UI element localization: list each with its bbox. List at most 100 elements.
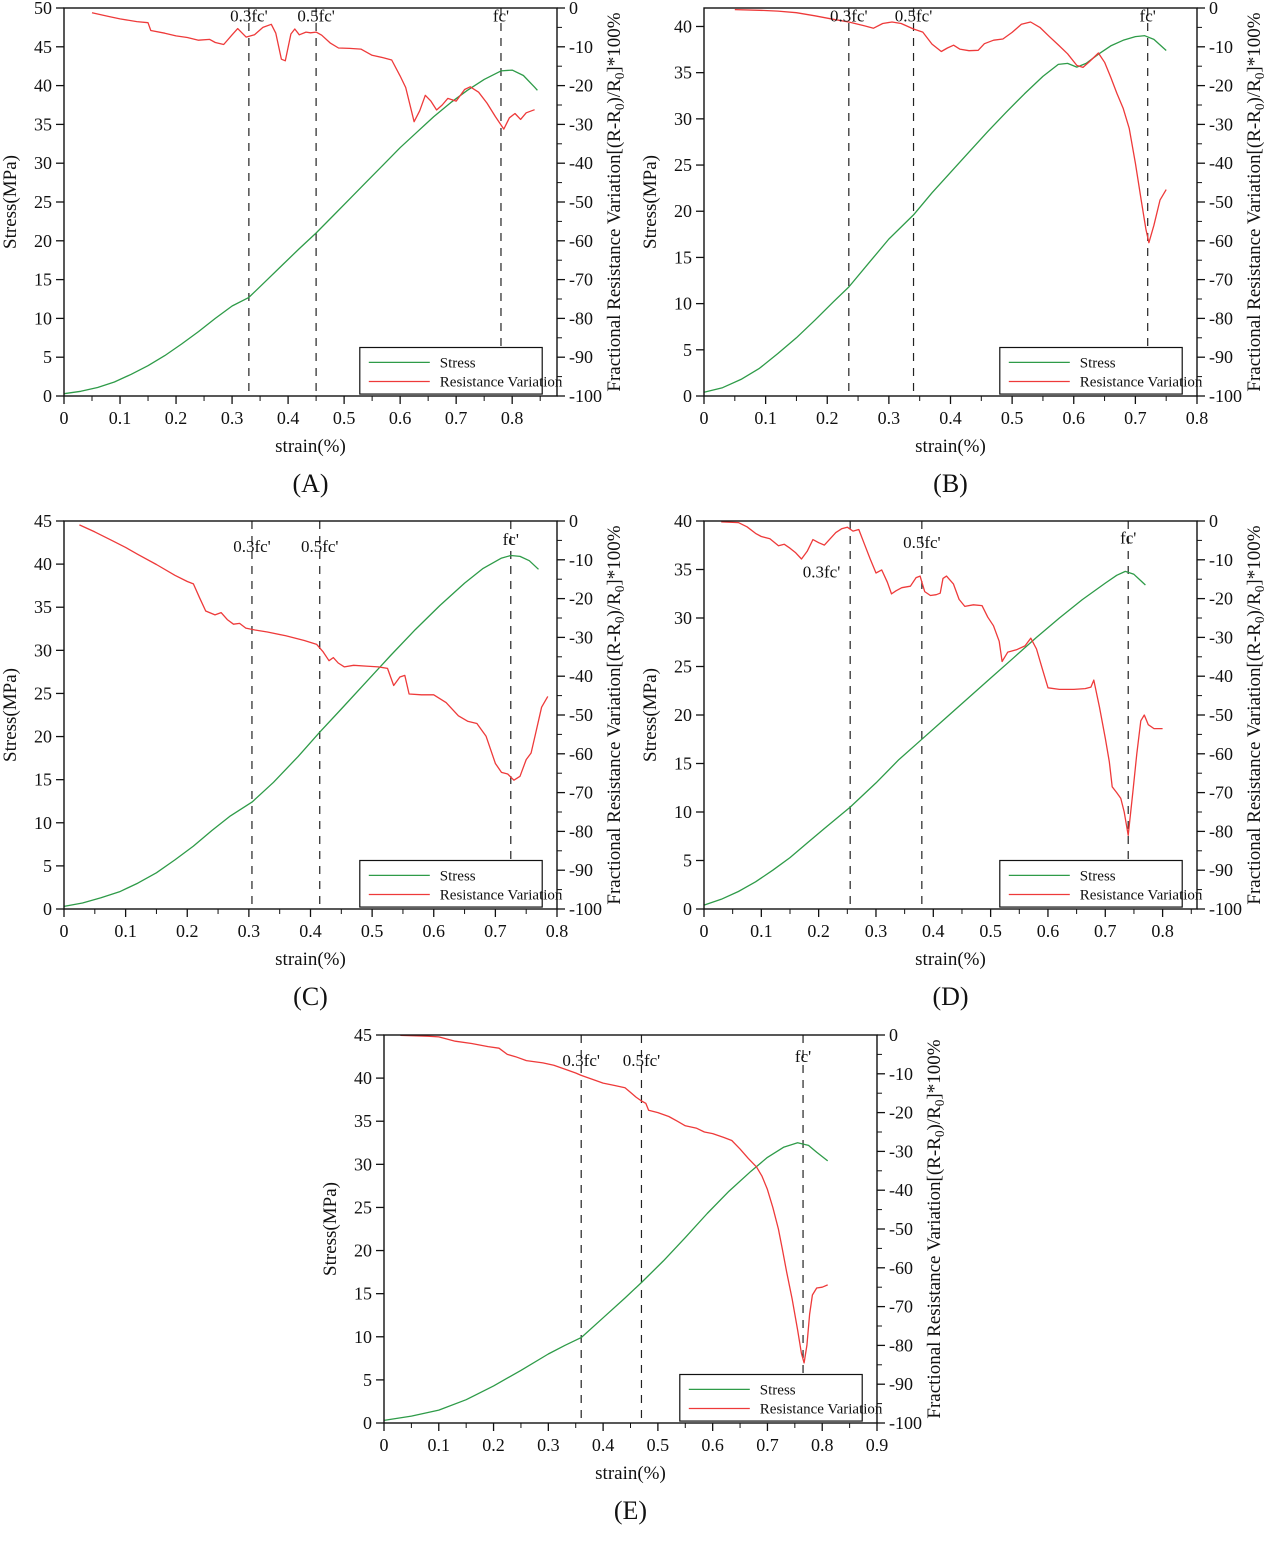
y-right-tick-label: -40: [569, 666, 593, 686]
x-tick-label: 0.2: [807, 921, 830, 941]
x-tick-label: 0.5: [333, 408, 356, 428]
y-left-tick-label: 0: [43, 386, 52, 406]
chart-panel-C: 0 0.1 0.2 0.3 0.4 0.5 0.6 0.7 0.8 strain(%) 0 5 10 15…: [0, 513, 640, 1025]
y-left-tick-label: 20: [674, 201, 692, 221]
resistance-line: [721, 521, 1163, 836]
x-tick-label: 0: [380, 1435, 389, 1455]
y-left-tick-label: 20: [34, 727, 52, 747]
y-right-tick-label: -70: [1209, 783, 1233, 803]
x-tick-label: 0.6: [1063, 408, 1086, 428]
x-tick-label: 0.2: [176, 921, 199, 941]
y-left-tick-label: 5: [683, 340, 692, 360]
legend-label: Stress: [1080, 868, 1116, 884]
legend-label: Resistance Variation: [1080, 887, 1203, 903]
x-tick-label: 0.2: [165, 408, 188, 428]
y-right-tick-label: -80: [569, 821, 593, 841]
threshold-label: 0.3fc': [233, 537, 271, 556]
legend-label: Stress: [1080, 355, 1116, 371]
resistance-line: [79, 524, 549, 781]
x-tick-label: 0.7: [445, 408, 468, 428]
y-left-tick-label: 5: [683, 851, 692, 871]
y-right-tick-label: -100: [569, 899, 602, 919]
legend-label: Resistance Variation: [1080, 374, 1203, 390]
y-left-tick-label: 35: [674, 560, 692, 580]
y-right-tick-label: -20: [1209, 76, 1233, 96]
y-left-tick-label: 30: [674, 608, 692, 628]
y-left-tick-label: 5: [363, 1370, 372, 1390]
legend: Stress Resistance Variation: [359, 346, 563, 395]
y-right-tick-label: -10: [889, 1064, 913, 1084]
x-tick-label: 0.7: [1094, 921, 1117, 941]
plot-frame: [63, 7, 558, 397]
chart-panel-A: 0 0.1 0.2 0.3 0.4 0.5 0.6 0.7 0.8 strain(%) 0 5 10 15…: [0, 0, 640, 512]
y-axis-left: 0 5 10 15 20 25 30 35 40 Stress(MPa): [640, 513, 704, 919]
y-left-tick-label: 10: [674, 294, 692, 314]
x-tick-label: 0.5: [647, 1435, 670, 1455]
y-left-tick-label: 20: [354, 1241, 372, 1261]
y-left-tick-label: 0: [43, 899, 52, 919]
y-left-tick-label: 25: [34, 683, 52, 703]
y-axis-left: 0 5 10 15 20 25 30 35 40 Stress(MPa): [640, 16, 704, 406]
y-right-tick-label: -50: [1209, 192, 1233, 212]
y-left-tick-label: 5: [43, 347, 52, 367]
x-axis-title: strain(%): [275, 949, 346, 970]
y-left-tick-label: 25: [674, 155, 692, 175]
y-right-tick-label: -60: [1209, 744, 1233, 764]
y-right-axis-title: Fractional Resistance Variation[(R-R0)/R…: [1244, 12, 1267, 391]
legend: Stress Resistance Variation: [359, 859, 563, 908]
subfigure-caption: (E): [614, 1496, 647, 1525]
y-left-tick-label: 40: [674, 513, 692, 531]
stress-line: [63, 554, 539, 908]
x-tick-label: 0.6: [423, 921, 446, 941]
y-left-tick-label: 45: [34, 513, 52, 531]
y-left-tick-label: 10: [34, 308, 52, 328]
y-left-axis-title: Stress(MPa): [0, 668, 21, 762]
y-left-tick-label: 40: [674, 16, 692, 36]
legend-box: [999, 859, 1183, 908]
threshold-label: 0.5fc': [623, 1051, 661, 1070]
annotation-lines: [580, 1035, 804, 1423]
y-right-tick-label: -40: [889, 1180, 913, 1200]
plot-frame: [703, 520, 1198, 910]
y-left-tick-label: 15: [354, 1284, 372, 1304]
annotation-lines: [849, 521, 1129, 909]
legend: Stress Resistance Variation: [999, 859, 1203, 908]
x-axis: 0 0.1 0.2 0.3 0.4 0.5 0.6 0.7 0.8 strain(%): [700, 396, 1208, 457]
legend-label: Resistance Variation: [760, 1401, 883, 1417]
y-left-tick-label: 15: [674, 247, 692, 267]
annotation-lines: [251, 521, 512, 909]
legend-box: [999, 346, 1183, 395]
y-right-axis-title: Fractional Resistance Variation[(R-R0)/R…: [1244, 525, 1267, 904]
x-tick-label: 0.5: [979, 921, 1002, 941]
y-left-tick-label: 0: [683, 386, 692, 406]
y-right-tick-label: -90: [569, 860, 593, 880]
y-left-tick-label: 35: [354, 1111, 372, 1131]
y-left-tick-label: 45: [354, 1027, 372, 1045]
y-right-tick-label: -90: [1209, 860, 1233, 880]
y-left-tick-label: 30: [34, 640, 52, 660]
y-right-tick-label: -90: [569, 347, 593, 367]
y-right-tick-label: -50: [569, 705, 593, 725]
y-left-tick-label: 50: [34, 0, 52, 18]
y-right-tick-label: -80: [1209, 821, 1233, 841]
y-left-tick-label: 40: [354, 1068, 372, 1088]
x-tick-label: 0.6: [701, 1435, 724, 1455]
y-axis-right: 0 -10 -20 -30 -40 -50 -60 -70 -80 -90 -100Fraction…: [1197, 513, 1267, 919]
y-left-tick-label: 10: [34, 813, 52, 833]
x-tick-label: 0.5: [361, 921, 384, 941]
x-tick-label: 0: [700, 408, 709, 428]
y-right-axis-title: Fractional Resistance Variation[(R-R0)/R…: [604, 525, 627, 904]
y-right-axis-title: Fractional Resistance Variation[(R-R0)/R…: [924, 1039, 947, 1418]
y-right-tick-label: 0: [889, 1027, 898, 1045]
y-right-tick-label: -50: [569, 192, 593, 212]
x-axis: 0 0.1 0.2 0.3 0.4 0.5 0.6 0.7 0.8 strain(%): [60, 909, 568, 970]
x-tick-label: 0.3: [238, 921, 261, 941]
legend: Stress Resistance Variation: [999, 346, 1203, 395]
y-right-tick-label: -20: [1209, 589, 1233, 609]
y-left-tick-label: 35: [34, 114, 52, 134]
y-right-tick-label: -80: [889, 1335, 913, 1355]
x-tick-label: 0.4: [592, 1435, 615, 1455]
y-left-tick-label: 25: [354, 1197, 372, 1217]
y-left-tick-label: 10: [674, 802, 692, 822]
annotation-lines: [848, 8, 1149, 396]
